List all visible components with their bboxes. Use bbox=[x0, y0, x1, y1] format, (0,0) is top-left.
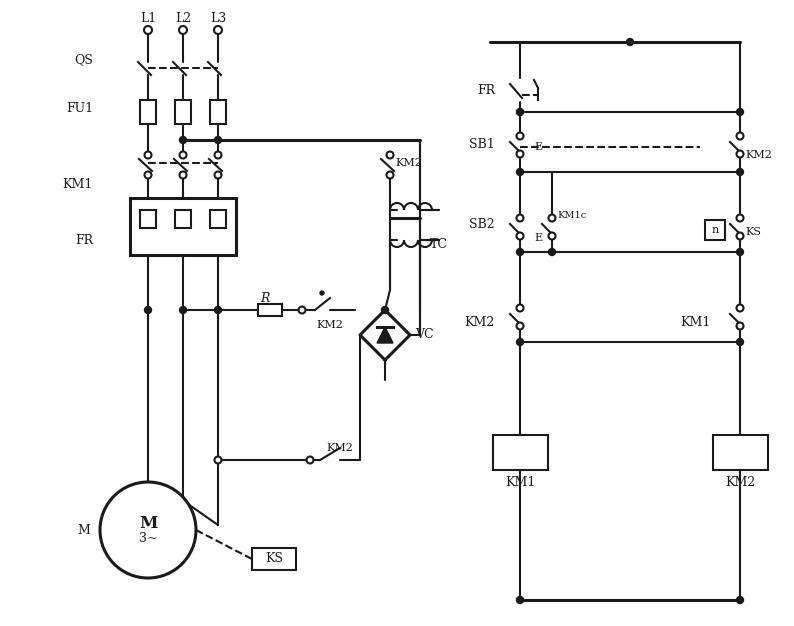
Circle shape bbox=[214, 151, 222, 158]
Text: KS: KS bbox=[745, 227, 761, 237]
Text: FR: FR bbox=[477, 83, 495, 96]
Circle shape bbox=[517, 232, 523, 240]
Circle shape bbox=[179, 151, 187, 158]
Text: KM2: KM2 bbox=[464, 316, 495, 329]
Bar bbox=[175, 100, 191, 124]
Circle shape bbox=[737, 249, 743, 255]
Circle shape bbox=[179, 26, 187, 34]
Text: M: M bbox=[77, 523, 90, 536]
Text: n: n bbox=[711, 225, 719, 235]
Circle shape bbox=[214, 307, 222, 314]
Bar bbox=[493, 435, 548, 470]
Circle shape bbox=[737, 339, 743, 346]
Text: KM2: KM2 bbox=[725, 476, 755, 488]
Text: SB1: SB1 bbox=[469, 138, 495, 151]
Circle shape bbox=[179, 136, 187, 143]
Text: FR: FR bbox=[75, 233, 93, 247]
Text: KS: KS bbox=[265, 553, 283, 565]
Text: TC: TC bbox=[430, 239, 448, 252]
Text: KM1: KM1 bbox=[505, 476, 535, 488]
Circle shape bbox=[737, 150, 743, 158]
Text: 3~: 3~ bbox=[139, 533, 157, 545]
Circle shape bbox=[737, 304, 743, 312]
Bar bbox=[210, 100, 226, 124]
Circle shape bbox=[737, 232, 743, 240]
Text: KM1c: KM1c bbox=[557, 210, 586, 220]
Circle shape bbox=[179, 307, 187, 314]
Circle shape bbox=[517, 304, 523, 312]
Circle shape bbox=[737, 108, 743, 116]
Text: SB2: SB2 bbox=[469, 218, 495, 232]
Circle shape bbox=[549, 249, 556, 255]
Circle shape bbox=[179, 172, 187, 178]
Bar bbox=[705, 220, 725, 240]
Circle shape bbox=[737, 168, 743, 175]
Circle shape bbox=[626, 39, 634, 46]
Text: R: R bbox=[260, 292, 270, 304]
Circle shape bbox=[549, 232, 556, 240]
Circle shape bbox=[517, 322, 523, 329]
Circle shape bbox=[387, 151, 394, 158]
Bar bbox=[130, 198, 236, 255]
Circle shape bbox=[517, 597, 523, 603]
Circle shape bbox=[737, 597, 743, 603]
Text: M: M bbox=[139, 515, 157, 531]
Text: KM2: KM2 bbox=[317, 320, 344, 330]
Circle shape bbox=[320, 291, 324, 295]
Bar bbox=[713, 435, 768, 470]
Text: KM2: KM2 bbox=[745, 150, 772, 160]
Circle shape bbox=[299, 307, 306, 314]
Circle shape bbox=[517, 215, 523, 222]
Circle shape bbox=[145, 172, 152, 178]
Bar bbox=[210, 210, 226, 228]
Bar bbox=[175, 210, 191, 228]
Circle shape bbox=[306, 456, 314, 463]
Bar bbox=[140, 210, 156, 228]
Circle shape bbox=[517, 133, 523, 140]
Text: KM2: KM2 bbox=[395, 158, 422, 168]
Circle shape bbox=[214, 172, 222, 178]
Circle shape bbox=[517, 150, 523, 158]
Text: L3: L3 bbox=[210, 11, 226, 24]
Text: L1: L1 bbox=[140, 11, 156, 24]
Circle shape bbox=[145, 307, 152, 314]
Bar bbox=[258, 304, 282, 316]
Text: KM1: KM1 bbox=[680, 316, 711, 329]
Text: E: E bbox=[534, 142, 542, 152]
Circle shape bbox=[145, 151, 152, 158]
Text: VC: VC bbox=[415, 329, 434, 342]
Text: KM1: KM1 bbox=[63, 178, 93, 192]
Circle shape bbox=[214, 456, 222, 463]
Circle shape bbox=[144, 26, 152, 34]
Circle shape bbox=[214, 136, 222, 143]
Bar bbox=[140, 100, 156, 124]
Text: KM2: KM2 bbox=[326, 443, 353, 453]
Circle shape bbox=[517, 108, 523, 116]
Text: L2: L2 bbox=[175, 11, 191, 24]
Circle shape bbox=[737, 215, 743, 222]
Circle shape bbox=[549, 215, 556, 222]
Circle shape bbox=[517, 249, 523, 255]
Circle shape bbox=[100, 482, 196, 578]
Circle shape bbox=[737, 133, 743, 140]
Circle shape bbox=[387, 172, 394, 178]
Polygon shape bbox=[377, 327, 393, 343]
Bar bbox=[252, 548, 296, 570]
Text: E: E bbox=[534, 233, 542, 243]
Circle shape bbox=[214, 26, 222, 34]
Text: FU1: FU1 bbox=[66, 101, 93, 115]
Circle shape bbox=[381, 307, 388, 314]
Circle shape bbox=[517, 339, 523, 346]
Text: QS: QS bbox=[74, 53, 93, 66]
Circle shape bbox=[737, 322, 743, 329]
Circle shape bbox=[517, 168, 523, 175]
